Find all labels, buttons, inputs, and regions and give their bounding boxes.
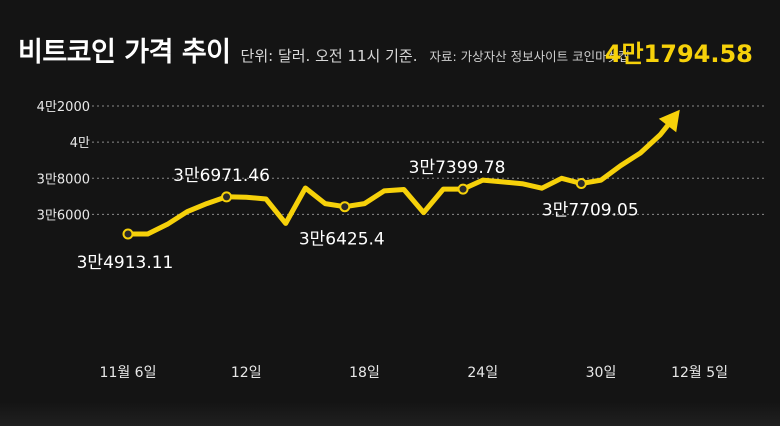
price-series-line [125, 115, 677, 237]
y-tick-label-2: 4만 [70, 136, 90, 151]
point-marker-4 [575, 178, 587, 190]
footer-band [0, 402, 780, 426]
chart-title: 비트코인 가격 추이 [18, 37, 231, 68]
y-tick-label-3: 4만2000 [37, 100, 90, 115]
chart-header: 비트코인 가격 추이 단위: 달러. 오전 11시 기준. 자료: 가상자산 정… [18, 30, 630, 69]
point-marker-3 [457, 183, 469, 195]
point-marker-0 [122, 228, 134, 240]
x-tick-label-0: 11월 6일 [100, 365, 157, 381]
data-label-4: 3만7709.05 [542, 201, 639, 221]
unit-note: 단위: 달러. 오전 11시 기준. [240, 47, 418, 65]
trend-arrow-head [658, 109, 680, 133]
data-label-5: 4만1794.58 [605, 40, 753, 68]
x-tick-label-1: 12일 [231, 365, 262, 381]
y-tick-label-1: 3만8000 [37, 172, 90, 187]
data-label-3: 3만7399.78 [409, 158, 506, 178]
data-label-1: 3만6971.46 [173, 166, 270, 186]
point-marker-1 [221, 191, 233, 203]
data-label-0: 3만4913.11 [77, 253, 174, 273]
x-tick-label-2: 18일 [349, 365, 380, 381]
data-label-2: 3만6425.4 [299, 230, 385, 250]
point-marker-2 [339, 201, 351, 213]
y-tick-label-0: 3만6000 [37, 208, 90, 223]
source-note: 자료: 가상자산 정보사이트 코인마켓캡 [429, 49, 630, 64]
x-tick-label-3: 24일 [467, 365, 498, 381]
x-tick-label-5: 12월 5일 [671, 365, 728, 381]
x-tick-label-4: 30일 [586, 365, 617, 381]
